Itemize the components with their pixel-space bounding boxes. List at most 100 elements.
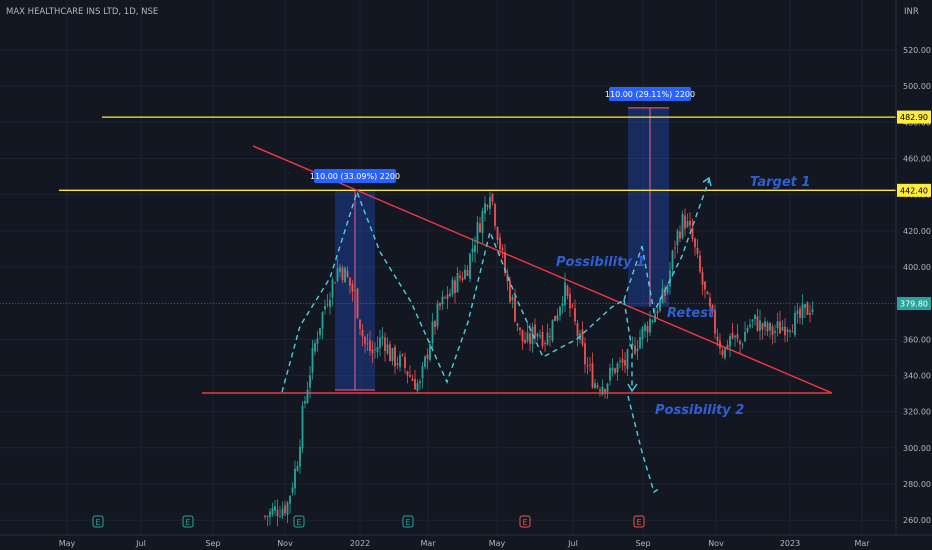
candle-body bbox=[454, 280, 456, 294]
candle-body bbox=[761, 323, 764, 330]
earnings-marker[interactable]: E bbox=[519, 515, 531, 528]
y-tick-label: 320.00 bbox=[903, 408, 931, 417]
candle-body bbox=[636, 348, 639, 352]
candle-body bbox=[321, 312, 324, 329]
candle-body bbox=[476, 222, 479, 244]
candle-body bbox=[656, 311, 659, 314]
candle-body bbox=[269, 511, 271, 517]
measure-label-2: 110.00 (29.11%) 2200 bbox=[605, 87, 695, 101]
candle-body bbox=[409, 374, 411, 377]
candle-body bbox=[746, 327, 749, 332]
candle-body bbox=[499, 237, 501, 250]
x-tick-label: Jul bbox=[135, 539, 146, 548]
candle-body bbox=[399, 354, 401, 368]
candle-body bbox=[726, 344, 729, 349]
earnings-marker[interactable]: E bbox=[633, 515, 645, 528]
candle-body bbox=[509, 281, 511, 302]
candle-body bbox=[486, 205, 489, 208]
candle-body bbox=[766, 323, 769, 332]
candle-body bbox=[294, 468, 296, 489]
earnings-marker[interactable]: E bbox=[92, 515, 104, 528]
level-tag-482-bg bbox=[897, 110, 931, 124]
candle-body bbox=[731, 332, 734, 339]
candle-body bbox=[781, 327, 784, 331]
candle-body bbox=[489, 197, 491, 209]
candle-body bbox=[469, 253, 471, 279]
candle-body bbox=[721, 350, 724, 356]
earnings-marker[interactable]: E bbox=[402, 515, 414, 528]
candle-body bbox=[591, 363, 594, 388]
candle-body bbox=[631, 343, 634, 347]
candle-body bbox=[626, 349, 629, 370]
annotation-possibility-1: Possibility 1 bbox=[556, 255, 645, 270]
candle-body bbox=[494, 204, 496, 226]
candle-body bbox=[789, 330, 791, 332]
candle-body bbox=[479, 223, 481, 233]
candle-body bbox=[539, 335, 541, 337]
candle-body bbox=[666, 285, 669, 293]
candle-body bbox=[759, 320, 761, 331]
candle-body bbox=[776, 321, 779, 329]
candle-body bbox=[664, 291, 666, 296]
candles bbox=[264, 191, 814, 527]
candle-body bbox=[584, 343, 586, 365]
earnings-marker[interactable]: E bbox=[182, 515, 194, 528]
chart-title: MAX HEALTHCARE INS LTD, 1D, NSE bbox=[6, 7, 158, 17]
candle-body bbox=[386, 344, 389, 354]
candle-body bbox=[701, 272, 704, 285]
candle-body bbox=[696, 247, 699, 254]
candle-body bbox=[704, 281, 706, 290]
y-tick-label: 460.00 bbox=[903, 154, 931, 163]
candle-body bbox=[289, 495, 291, 504]
candle-body bbox=[364, 336, 366, 344]
candle-body bbox=[736, 334, 739, 339]
candle-body bbox=[744, 332, 746, 342]
candle-body bbox=[739, 340, 741, 345]
candle-body bbox=[326, 303, 329, 305]
candle-body bbox=[536, 333, 539, 337]
candle-body bbox=[741, 344, 744, 346]
candle-body bbox=[284, 505, 286, 514]
candle-body bbox=[481, 211, 484, 234]
candle-body bbox=[456, 273, 459, 293]
candle-body bbox=[599, 389, 601, 392]
candle-body bbox=[389, 344, 391, 362]
last-price-tag: 379.80 bbox=[900, 300, 928, 309]
candle-body bbox=[459, 275, 461, 278]
level-tag-482: 482.90 bbox=[900, 113, 928, 122]
candle-body bbox=[491, 193, 494, 202]
candle-body bbox=[396, 363, 399, 365]
candle-body bbox=[754, 314, 756, 319]
x-tick-label: Jul bbox=[567, 539, 578, 548]
annotation-possibility-2: Possibility 2 bbox=[655, 403, 744, 418]
candle-body bbox=[604, 389, 606, 393]
arrow-head-up bbox=[702, 176, 712, 187]
candle-body bbox=[554, 315, 556, 322]
candle-body bbox=[286, 502, 289, 515]
descending-trendline bbox=[252, 145, 833, 394]
candle-body bbox=[801, 304, 804, 319]
candle-body bbox=[336, 268, 339, 281]
candle-body bbox=[516, 323, 519, 327]
candle-body bbox=[569, 293, 571, 309]
candle-body bbox=[811, 309, 814, 313]
candle-body bbox=[451, 279, 454, 295]
x-tick-label: May bbox=[489, 539, 506, 548]
candle-body bbox=[559, 306, 561, 316]
candle-body bbox=[334, 282, 336, 284]
candle-body bbox=[276, 509, 279, 516]
candle-body bbox=[296, 465, 299, 471]
candle-body bbox=[756, 316, 759, 331]
earnings-marker[interactable]: E bbox=[293, 515, 305, 528]
candle-body bbox=[679, 231, 681, 239]
candle-body bbox=[764, 321, 766, 328]
candle-body bbox=[649, 318, 651, 333]
candle-body bbox=[561, 303, 564, 307]
candle-body bbox=[311, 348, 314, 373]
candle-body bbox=[429, 344, 431, 361]
candle-body bbox=[589, 364, 591, 366]
candle-body bbox=[301, 406, 304, 449]
x-tick-label: Mar bbox=[420, 539, 436, 548]
candle-body bbox=[644, 324, 646, 331]
